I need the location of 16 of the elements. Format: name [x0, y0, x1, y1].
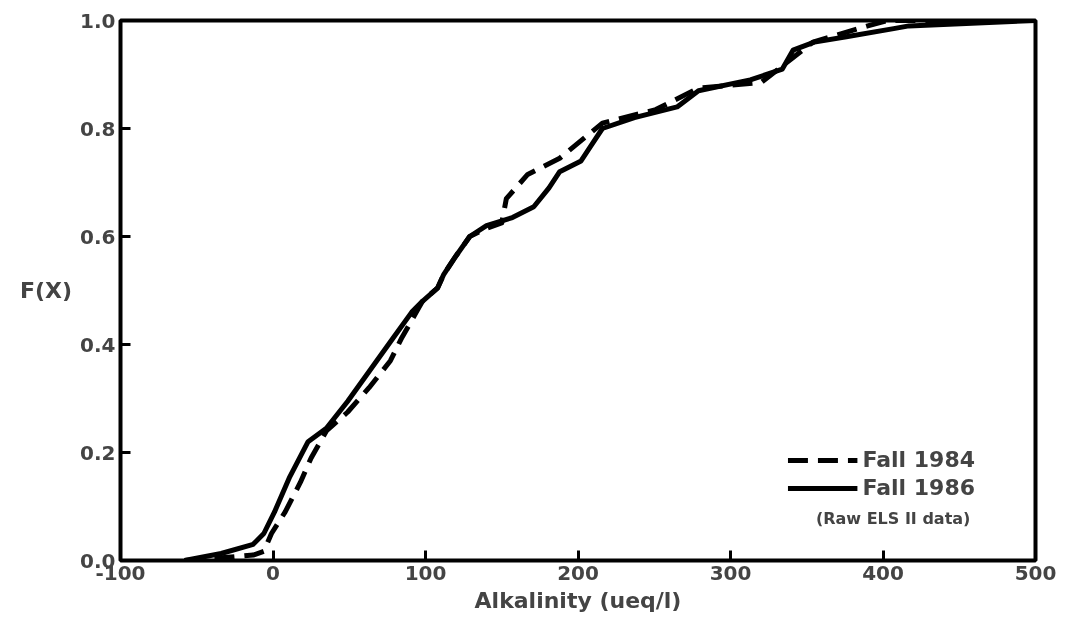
y-tick-label: 0.2 — [80, 440, 116, 465]
annotation: (Raw ELS II data) — [815, 509, 971, 529]
x-tick-label: 300 — [709, 560, 752, 585]
x-tick-label: 400 — [862, 560, 904, 585]
x-tick-label: 0 — [266, 560, 280, 585]
y-tick-label: 0.4 — [80, 332, 116, 357]
x-tick-label: 500 — [1014, 560, 1057, 585]
x-tick-label: 100 — [404, 560, 447, 585]
legend-label: Fall 1984 — [862, 447, 975, 472]
y-tick-label: 1.0 — [80, 8, 116, 33]
y-tick-label: 0.8 — [80, 116, 116, 141]
x-tick-label: 200 — [557, 560, 599, 585]
x-axis-title: Alkalinity (ueq/l) — [474, 587, 682, 613]
y-tick-label: 0.6 — [80, 224, 116, 249]
y-axis-title: F(X) — [19, 278, 73, 303]
legend-label: Fall 1986 — [862, 475, 975, 500]
